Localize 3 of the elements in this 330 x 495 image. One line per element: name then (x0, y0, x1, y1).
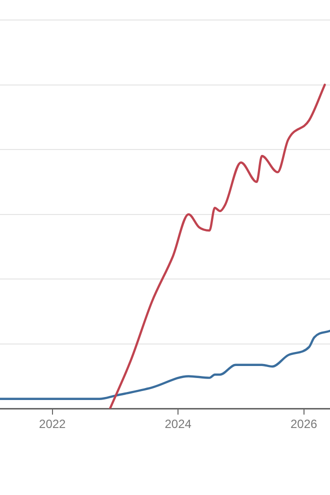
x-tick-label: 2024 (164, 417, 192, 432)
x-tick-label: 2022 (39, 417, 66, 432)
x-tick-label: 2026 (290, 417, 318, 432)
